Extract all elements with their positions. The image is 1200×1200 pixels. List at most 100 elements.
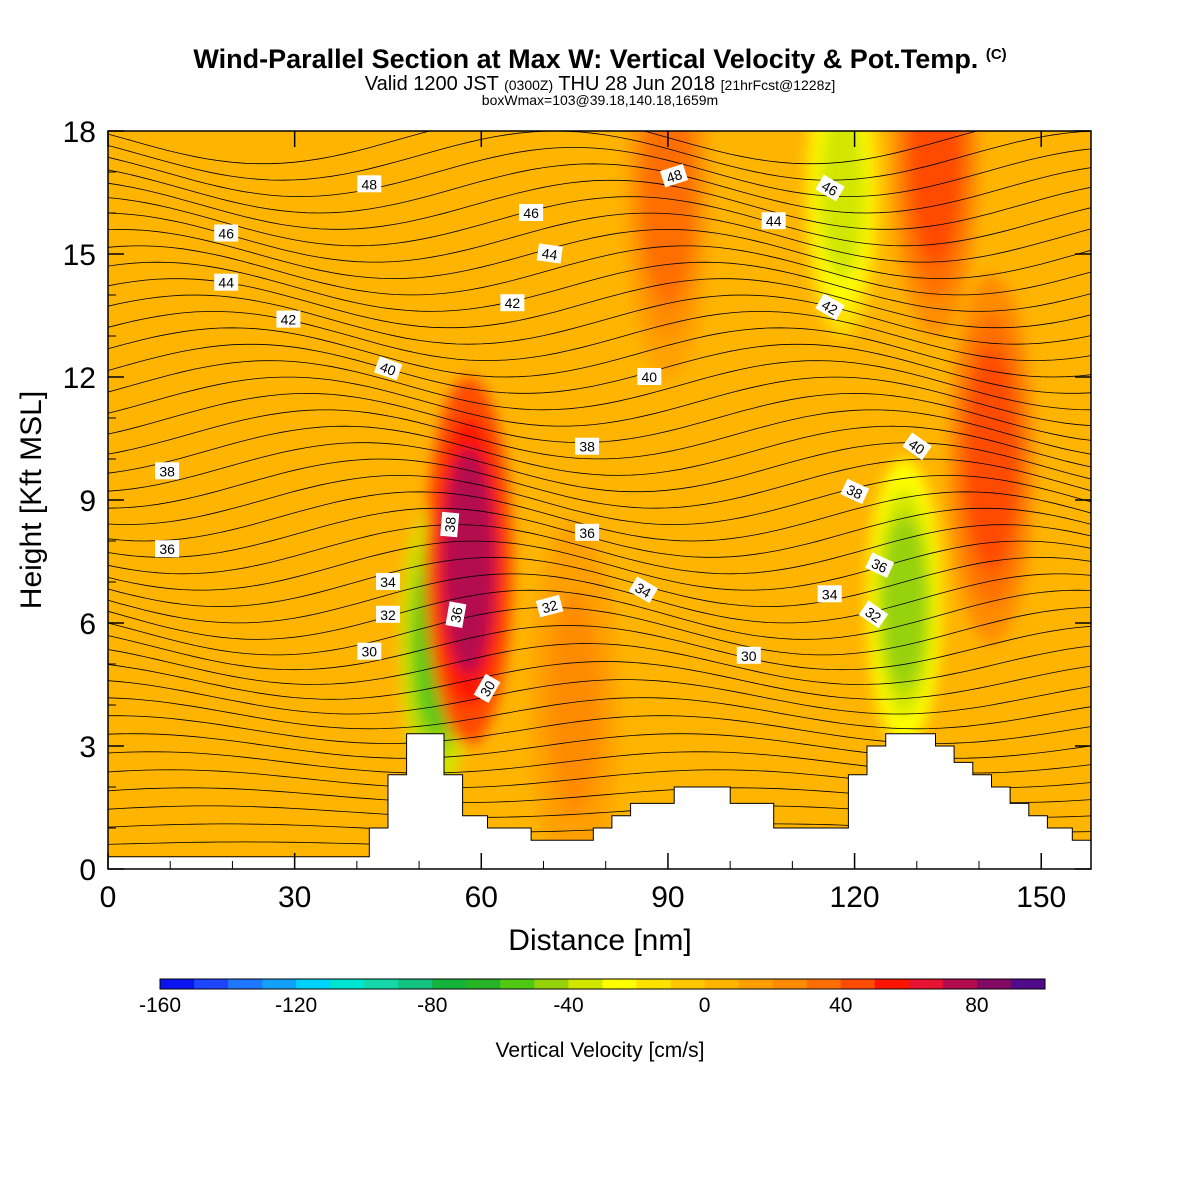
colorbar-swatch [432,979,467,989]
contour-label-40: 40 [902,432,932,461]
chart-valid-time: Valid 1200 JST (0300Z) THU 28 Jun 2018 [… [364,73,836,95]
theta-isoline [108,607,1091,656]
svg-text:36: 36 [579,525,595,541]
colorbar-swatch [228,979,263,989]
theta-isoline [108,573,1091,624]
svg-text:48: 48 [362,176,378,192]
chart-title: Wind-Parallel Section at Max W: Vertical… [193,44,1007,74]
theta-isoline [108,163,1091,214]
colorbar-tick-label: 40 [829,994,852,1017]
velocity-feature-3 [819,131,865,281]
contour-label-42: 42 [276,310,301,328]
colorbar-tick-label: -120 [275,994,317,1017]
contour-label-46: 46 [519,204,544,221]
theta-isoline [108,661,1091,700]
contour-label-38: 38 [440,511,460,538]
svg-text:42: 42 [281,312,297,328]
svg-text:44: 44 [766,213,782,229]
svg-text:38: 38 [579,439,595,455]
theta-isoline [108,179,1091,230]
terrain [108,733,1091,869]
theta-isoline [108,278,1091,329]
y-tick-label: 0 [79,854,96,887]
theta-isoline [108,625,1091,671]
theta-isoline [108,409,1091,460]
theta-isoline [108,697,1091,730]
colorbar-swatch [330,979,365,989]
svg-text:36: 36 [869,555,890,576]
colorbar-swatch [534,979,569,989]
theta-isoline [108,327,1091,378]
contour-label-44: 44 [214,273,239,291]
velocity-feature-4 [881,514,928,691]
x-tick-label: 90 [651,881,684,914]
theta-isoline [108,392,1091,444]
velocity-feature-7 [548,592,602,818]
contour-label-30: 30 [473,673,501,703]
theta-isoline [108,261,1091,312]
theta-isoline [108,131,979,165]
contour-label-44: 44 [536,243,563,264]
colorbar-tick-label: -40 [553,994,583,1017]
colorbar-tick-label: 80 [965,994,988,1017]
theta-isoline [108,524,1091,575]
copyright-mark: (C) [985,46,1007,63]
theta-contours [108,131,1091,848]
colorbar-swatch [636,979,672,989]
contour-label-38: 38 [155,462,180,480]
contour-label-34: 34 [628,576,658,604]
y-tick-label: 9 [79,485,96,518]
theta-isoline [108,196,1091,247]
colorbar-swatch [908,979,944,989]
svg-text:32: 32 [540,597,559,617]
y-tick-label: 3 [79,731,96,764]
velocity-feature-6 [908,131,963,265]
contour-label-40: 40 [637,368,662,385]
theta-isoline [108,360,1091,411]
colorbar-swatch [262,979,297,989]
svg-text:30: 30 [362,644,378,660]
svg-text:44: 44 [218,275,234,291]
colorbar-swatch [670,979,706,989]
svg-text:48: 48 [664,166,684,186]
velocity-feature-5 [964,346,1019,572]
theta-isoline [108,425,1091,476]
colorbar-tick-label: -80 [417,994,447,1017]
contour-label-36: 36 [575,523,600,541]
contour-label-36: 36 [865,552,895,578]
contour-label-30: 30 [736,646,761,664]
contour-label-34: 34 [376,573,400,590]
svg-text:34: 34 [822,586,838,602]
contour-label-44: 44 [761,212,786,230]
theta-isoline [108,147,1091,197]
colorbar-tick-label: -160 [139,994,181,1017]
svg-text:46: 46 [819,178,841,200]
y-tick-label: 18 [63,116,96,149]
theta-isoline [108,540,1091,591]
contour-label-46: 46 [214,224,239,242]
colorbar-swatch [738,979,774,989]
svg-text:46: 46 [218,226,234,242]
theta-isoline [108,131,1091,181]
x-axis-label: Distance [nm] [508,924,691,957]
colorbar-swatch [1010,979,1046,989]
theta-isoline [108,212,1091,263]
svg-text:30: 30 [477,678,499,700]
svg-text:30: 30 [741,648,757,664]
svg-text:32: 32 [380,607,396,623]
colorbar-tick-label: 0 [699,994,711,1017]
colorbar-swatch [466,979,501,989]
svg-text:42: 42 [819,296,841,318]
contour-label-48: 48 [357,175,382,193]
contour-label-32: 32 [535,594,564,618]
colorbar-swatch [772,979,808,989]
svg-text:46: 46 [523,205,539,221]
x-tick-label: 0 [100,881,117,914]
contour-label-34: 34 [817,585,842,603]
theta-isoline [108,294,1091,345]
colorbar-title: Vertical Velocity [cm/s] [496,1039,705,1062]
svg-text:40: 40 [378,359,398,379]
contour-label-32: 32 [858,600,889,629]
y-tick-label: 6 [79,608,96,641]
